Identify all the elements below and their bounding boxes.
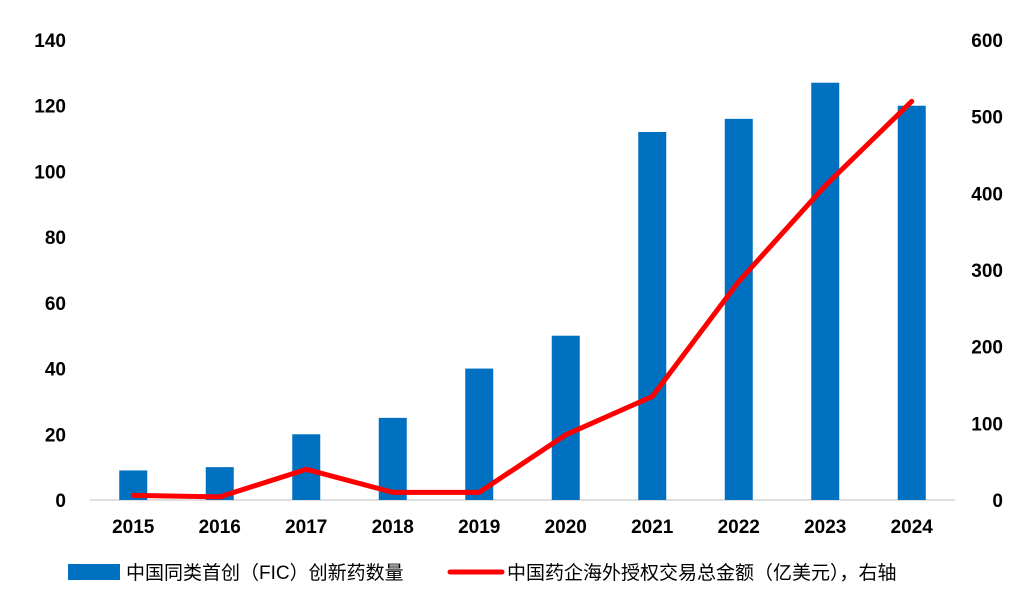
- left-axis-tick-label: 140: [34, 31, 66, 52]
- left-axis-ticks: 0 20 40 60 80 100 120 140: [34, 31, 66, 512]
- x-axis-tick-label: 2018: [372, 517, 414, 538]
- bar: [465, 368, 494, 500]
- legend: 中国同类首创（FIC）创新药数量 中国药企海外授权交易总金额（亿美元），右轴: [68, 562, 897, 584]
- legend-bar-swatch: [68, 564, 120, 580]
- bar: [811, 82, 840, 500]
- left-axis-tick-label: 40: [45, 360, 66, 381]
- bar: [638, 132, 667, 500]
- x-axis-tick-label: 2016: [199, 517, 241, 538]
- bar-series: [119, 82, 926, 500]
- left-axis-tick-label: 80: [45, 228, 66, 249]
- x-axis-tick-label: 2017: [285, 517, 327, 538]
- left-axis-tick-label: 0: [55, 491, 66, 512]
- series-line: [130, 98, 915, 500]
- x-axis-tick-label: 2022: [718, 517, 760, 538]
- legend-line-label: 中国药企海外授权交易总金额（亿美元），右轴: [507, 562, 897, 584]
- bar: [724, 118, 753, 500]
- bar: [551, 335, 580, 500]
- right-axis-tick-label: 100: [971, 414, 1003, 435]
- line-series: [130, 98, 915, 500]
- right-axis-tick-label: 600: [971, 31, 1003, 52]
- x-axis-tick-label: 2024: [891, 517, 934, 538]
- left-axis-tick-label: 120: [34, 97, 66, 118]
- right-axis-tick-label: 500: [971, 108, 1003, 129]
- x-axis-tick-label: 2015: [112, 517, 155, 538]
- left-axis-tick-label: 60: [45, 294, 66, 315]
- right-axis-tick-label: 400: [971, 184, 1003, 205]
- right-axis-tick-label: 300: [971, 261, 1003, 282]
- x-axis-tick-label: 2019: [458, 517, 500, 538]
- bar: [378, 417, 407, 500]
- bar: [897, 105, 926, 500]
- right-axis-tick-label: 0: [992, 491, 1003, 512]
- left-axis-tick-label: 100: [34, 162, 66, 183]
- x-axis-tick-label: 2021: [631, 517, 674, 538]
- x-axis-tick-label: 2023: [804, 517, 846, 538]
- legend-bar-label: 中国同类首创（FIC）创新药数量: [126, 562, 404, 584]
- right-axis-ticks: 0 100 200 300 400 500 600: [971, 31, 1003, 512]
- left-axis-tick-label: 20: [45, 425, 66, 446]
- right-axis-tick-label: 200: [971, 338, 1003, 359]
- x-axis-ticks: 2015 2016 2017 2018 2019 2020 2021 2022 2023 2024: [112, 517, 933, 538]
- x-axis-tick-label: 2020: [545, 517, 587, 538]
